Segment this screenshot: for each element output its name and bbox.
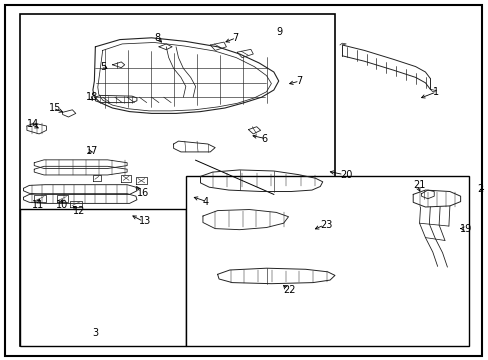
Text: 1: 1	[432, 87, 438, 97]
Text: 4: 4	[203, 197, 209, 207]
Bar	[20, 14, 334, 346]
Text: 16: 16	[137, 188, 149, 198]
Text: 2: 2	[476, 184, 482, 194]
Text: 15: 15	[49, 103, 61, 113]
Text: 20: 20	[339, 170, 351, 180]
Text: 19: 19	[459, 224, 471, 234]
Text: 12: 12	[73, 206, 85, 216]
Text: 18: 18	[85, 92, 98, 102]
Text: 9: 9	[276, 27, 282, 37]
Bar	[185, 176, 468, 346]
Text: 17: 17	[85, 146, 98, 156]
Text: 5: 5	[100, 62, 106, 72]
Text: 3: 3	[92, 328, 98, 338]
Text: 14: 14	[27, 119, 39, 129]
Text: 23: 23	[320, 220, 332, 230]
Text: 22: 22	[283, 285, 296, 295]
Text: 21: 21	[412, 180, 425, 190]
Text: 8: 8	[154, 33, 160, 43]
Text: 6: 6	[261, 134, 267, 144]
Text: 10: 10	[56, 200, 68, 210]
Text: 7: 7	[232, 33, 238, 43]
Text: 13: 13	[139, 216, 151, 226]
Text: 11: 11	[32, 200, 44, 210]
Bar	[20, 209, 185, 346]
Text: 7: 7	[295, 76, 302, 86]
